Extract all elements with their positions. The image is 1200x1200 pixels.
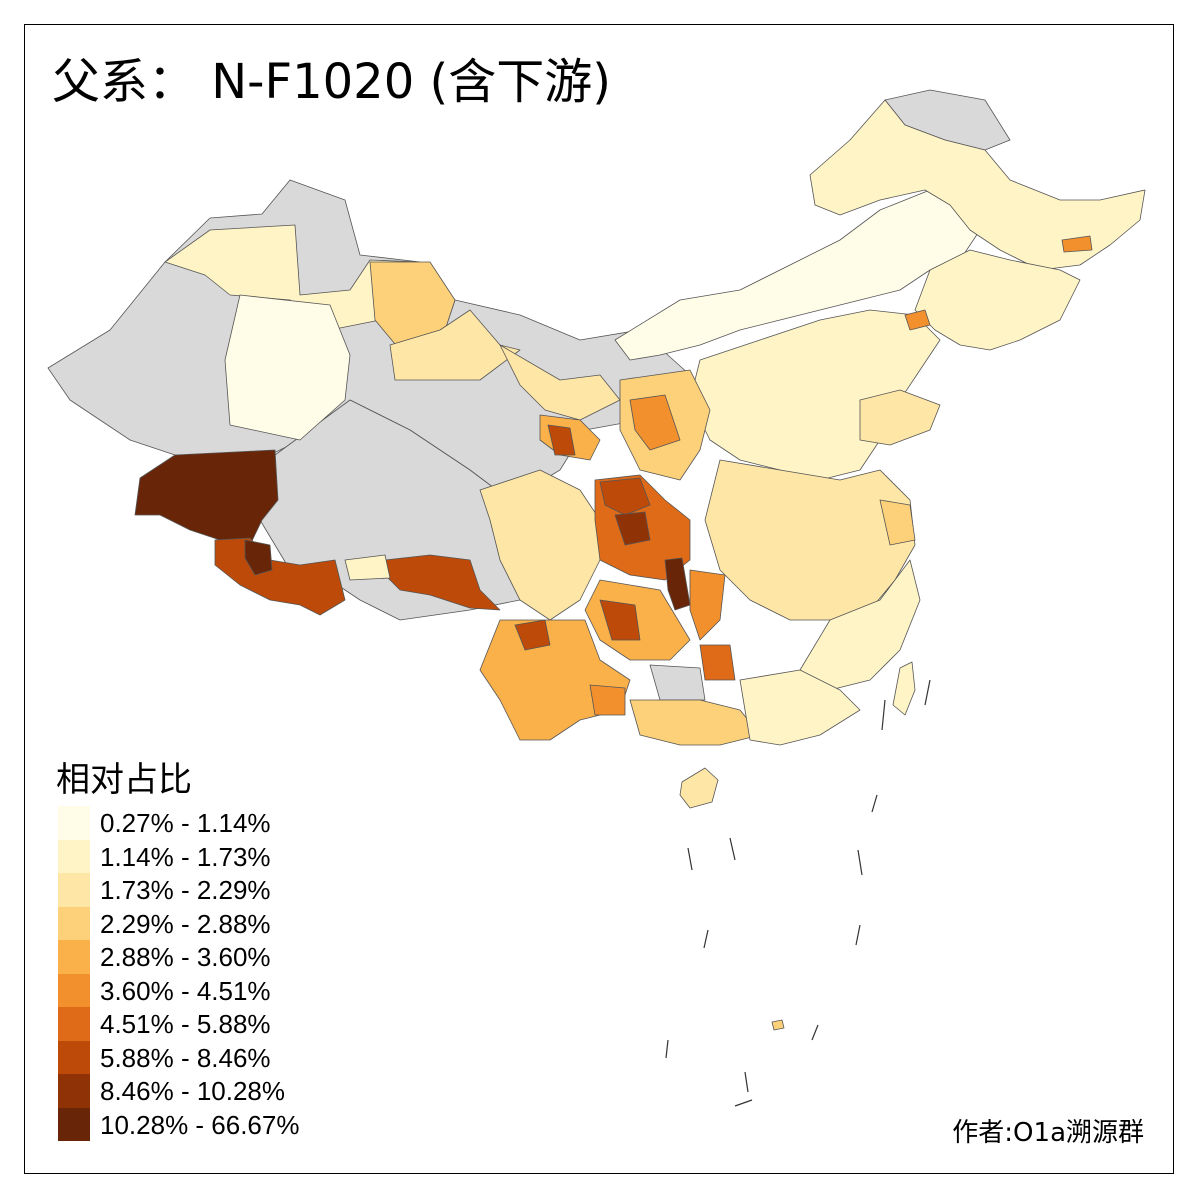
region-sichuan-dark-a (599, 477, 651, 516)
legend-label: 10.28% - 66.67% (100, 1109, 300, 1140)
legend-item: 1.73% - 2.29% (58, 873, 358, 907)
legend-label: 5.88% - 8.46% (100, 1042, 271, 1073)
region-beijing-hotspot (904, 309, 931, 331)
legend-swatch (58, 873, 90, 907)
author-credit: 作者:O1a溯源群 (952, 1118, 1144, 1148)
legend-title: 相对占比 (56, 760, 192, 800)
legend-item: 1.14% - 1.73% (58, 839, 358, 873)
legend-label: 2.29% - 2.88% (100, 908, 271, 939)
legend-label: 2.88% - 3.60% (100, 942, 271, 972)
region-tibet-lhasa-light (344, 554, 391, 581)
region-central-east (704, 459, 916, 621)
map-frame (24, 24, 1174, 1174)
region-jilin-liaoning (914, 249, 1081, 351)
region-tibet-south-east (384, 554, 501, 611)
legend-label: 4.51% - 5.88% (100, 1009, 271, 1039)
legend-item: 3.60% - 4.51% (58, 973, 358, 1007)
legend-swatch (58, 906, 90, 940)
region-yunnan-dark (514, 619, 551, 651)
region-guangxi-nodata (649, 664, 706, 701)
legend-label: 0.27% - 1.14% (100, 808, 271, 838)
region-jiangsu-hot (879, 499, 916, 546)
region-xinjiang-central (224, 294, 351, 441)
legend-item: 5.88% - 8.46% (58, 1040, 358, 1074)
region-northeast-hotspot (1061, 235, 1093, 253)
region-guizhou-dark (599, 599, 641, 641)
region-gansu-strip (499, 344, 621, 421)
legend-swatch (58, 940, 90, 974)
legend-item: 2.29% - 2.88% (58, 906, 358, 940)
legend-item: 8.46% - 10.28% (58, 1074, 358, 1108)
region-yunnan-hot (589, 684, 626, 716)
legend-label: 1.73% - 2.29% (100, 875, 271, 905)
region-heilongjiang (809, 99, 1146, 271)
region-hunan-dark (699, 644, 736, 681)
region-qinghai-xining (547, 424, 576, 456)
legend-label: 1.14% - 1.73% (100, 841, 271, 872)
legend-item: 0.27% - 1.14% (58, 806, 358, 840)
region-gansu-west (389, 309, 521, 381)
legend-item: 4.51% - 5.88% (58, 1007, 358, 1041)
region-hunan-west (689, 569, 726, 641)
legend-swatch (58, 1074, 90, 1108)
region-sichuan-dark-b (614, 511, 651, 546)
legend-item: 10.28% - 66.67% (58, 1107, 358, 1141)
legend-swatch (58, 1107, 90, 1141)
region-gansu-south-hot (629, 394, 681, 451)
region-chongqing-dark (664, 557, 691, 611)
region-shandong (859, 389, 941, 446)
map-title: 父系： N-F1020 (含下游) (52, 54, 611, 110)
legend-item: 2.88% - 3.60% (58, 940, 358, 974)
region-nanhai-island (771, 1019, 785, 1031)
region-guangxi (629, 699, 761, 746)
region-hainan (679, 767, 719, 809)
south-sea-islands (665, 679, 931, 1107)
legend-label: 3.60% - 4.51% (100, 975, 271, 1006)
region-sichuan-west (479, 469, 601, 621)
region-tibet-shigatse-dark (244, 539, 273, 576)
legend-swatch (58, 806, 90, 840)
legend-swatch (58, 1007, 90, 1041)
region-guangdong (739, 669, 861, 746)
legend-swatch (58, 973, 90, 1007)
legend-label: 8.46% - 10.28% (100, 1076, 286, 1106)
legend-swatch (58, 1040, 90, 1074)
region-taiwan (892, 661, 916, 716)
legend-swatch (58, 839, 90, 873)
region-tibet-ngari (134, 449, 279, 546)
